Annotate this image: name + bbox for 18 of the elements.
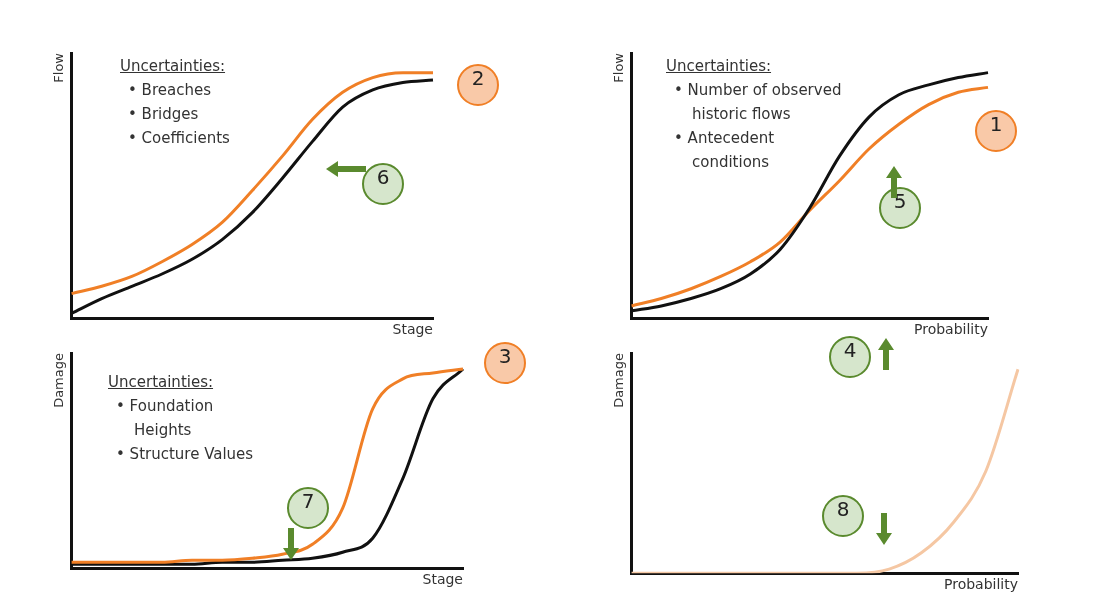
y-axis-title: Flow bbox=[611, 52, 627, 83]
annotation: 7 bbox=[287, 487, 329, 529]
annotation: Uncertainties: • Number of observed historic flows • Antecedent conditions bbox=[666, 56, 843, 173]
x-axis-title: Stage bbox=[392, 321, 433, 338]
text: 1 bbox=[975, 110, 1017, 152]
text: 2 bbox=[457, 64, 499, 106]
y-axis-title: Flow bbox=[51, 52, 67, 83]
annotation: 8 bbox=[822, 495, 864, 537]
annotation: 6 bbox=[362, 163, 404, 205]
x-axis-title: Probability bbox=[913, 321, 988, 338]
text: 3 bbox=[484, 342, 526, 384]
annotation: Uncertainties: • Foundation Heights • Structure Values bbox=[108, 372, 255, 465]
y-axis-title: Damage bbox=[611, 353, 627, 408]
y-axis-title: Damage bbox=[51, 353, 67, 408]
x-axis-title: Probability bbox=[943, 576, 1018, 593]
x-axis-title: Stage bbox=[422, 571, 463, 588]
annotation: Uncertainties: • Breaches • Bridges • Coefficients bbox=[120, 56, 231, 149]
text: 4 bbox=[829, 336, 871, 378]
